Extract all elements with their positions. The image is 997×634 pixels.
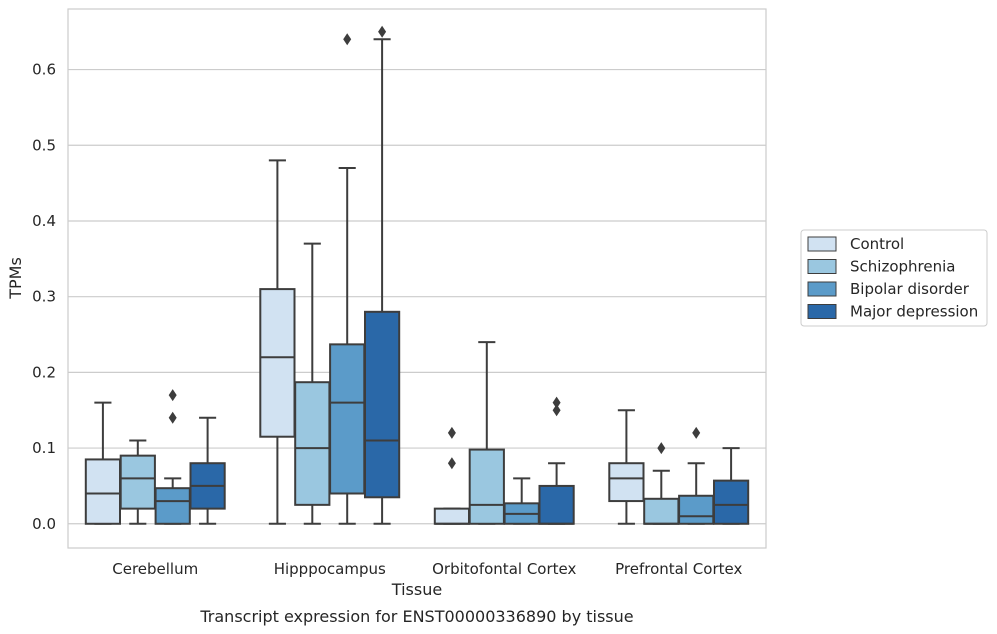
y-tick-label: 0.0 — [32, 515, 56, 533]
legend-label: Major depression — [850, 303, 978, 321]
iqr-box — [363, 310, 401, 499]
y-tick-label: 0.5 — [32, 136, 56, 154]
legend-label: Control — [850, 235, 904, 253]
x-axis-label: Tissue — [391, 580, 442, 599]
y-axis-ticks: 0.0 0.1 0.2 0.3 0.4 0.5 0.6 — [32, 61, 56, 533]
x-tick-label: Cerebellum — [112, 560, 198, 578]
x-tick-label: Orbitofontal Cortex — [432, 560, 576, 578]
legend-label: Bipolar disorder — [850, 280, 970, 298]
outlier-point — [552, 404, 561, 417]
outlier-point — [168, 411, 177, 424]
outlier-point — [378, 25, 387, 38]
box-control — [259, 159, 296, 525]
gridlines — [68, 68, 766, 525]
iqr-box — [643, 497, 680, 525]
iqr-box — [712, 479, 750, 525]
box-control — [608, 409, 645, 525]
box-bipolar-disorder — [154, 389, 191, 525]
outlier-point — [447, 457, 456, 470]
y-axis-label: TPMs — [6, 257, 25, 300]
iqr-box — [119, 454, 156, 510]
box-control — [84, 401, 122, 525]
legend-swatch — [807, 236, 837, 252]
plot-area-frame — [67, 8, 767, 549]
iqr-box — [608, 462, 645, 503]
iqr-box — [468, 448, 505, 525]
iqr-box — [294, 381, 331, 506]
box-schizophrenia — [119, 439, 156, 525]
legend-items: Control Schizophrenia Bipolar disorder Majo… — [807, 235, 978, 321]
y-tick-label: 0.2 — [32, 363, 56, 381]
outlier-point — [168, 389, 177, 402]
y-tick-label: 0.1 — [32, 439, 56, 457]
box-bipolar-disorder — [329, 33, 366, 525]
outlier-point — [692, 426, 701, 439]
legend-label: Schizophrenia — [850, 258, 955, 276]
x-tick-label: Hipppocampus — [274, 560, 386, 578]
y-tick-label: 0.3 — [32, 288, 56, 306]
box-schizophrenia — [468, 341, 505, 525]
x-axis-ticks: Cerebellum Hipppocampus Orbitofontal Corte… — [112, 560, 742, 578]
iqr-box — [154, 487, 191, 525]
iqr-box — [329, 343, 366, 495]
legend: Control Schizophrenia Bipolar disorder Majo… — [800, 229, 988, 327]
chart-caption: Transcript expression for ENST0000033689… — [199, 607, 633, 626]
box-bipolar-disorder — [678, 426, 715, 525]
boxes — [84, 25, 750, 525]
iqr-box — [84, 458, 122, 525]
box-bipolar-disorder — [503, 477, 540, 525]
iqr-box — [538, 484, 575, 525]
x-tick-label: Prefrontal Cortex — [615, 560, 742, 578]
legend-swatch — [807, 304, 837, 319]
iqr-box — [678, 494, 715, 525]
legend-swatch — [807, 259, 837, 274]
iqr-box — [433, 507, 471, 525]
box-major-depression — [712, 447, 750, 525]
box-major-depression — [189, 416, 226, 525]
outlier-point — [657, 442, 666, 455]
outlier-point — [447, 426, 456, 439]
outlier-point — [552, 396, 561, 409]
box-schizophrenia — [294, 242, 331, 525]
box-major-depression — [363, 25, 401, 525]
box-schizophrenia — [643, 442, 680, 525]
box-control — [433, 426, 471, 525]
legend-swatch — [807, 281, 837, 297]
y-tick-label: 0.4 — [32, 212, 56, 230]
outlier-point — [343, 33, 352, 46]
box-major-depression — [538, 396, 575, 525]
iqr-box — [259, 288, 296, 438]
y-tick-label: 0.6 — [32, 61, 56, 79]
legend-frame — [800, 229, 988, 327]
